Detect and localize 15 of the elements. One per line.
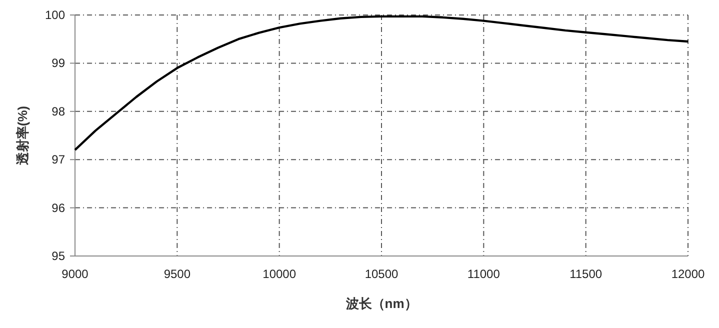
x-axis-title: 波长（nm） — [344, 296, 418, 311]
y-tick-label: 98 — [52, 104, 66, 118]
x-tick-label: 11500 — [570, 267, 602, 281]
y-tick-label: 99 — [52, 56, 66, 70]
y-tick-label: 97 — [52, 152, 66, 167]
x-tick-label: 10500 — [364, 267, 399, 281]
y-tick-label: 96 — [52, 200, 66, 215]
x-tick-label: 12000 — [671, 267, 706, 281]
x-tick-label: 10000 — [262, 267, 296, 281]
y-tick-label: 100 — [44, 8, 66, 22]
y-tick-label: 95 — [52, 249, 66, 263]
x-tick-label: 9500 — [164, 267, 191, 281]
x-tick-label: 9000 — [62, 267, 89, 281]
x-tick-label: 11000 — [467, 267, 500, 281]
y-axis-title: 透射率(%) — [15, 106, 30, 166]
